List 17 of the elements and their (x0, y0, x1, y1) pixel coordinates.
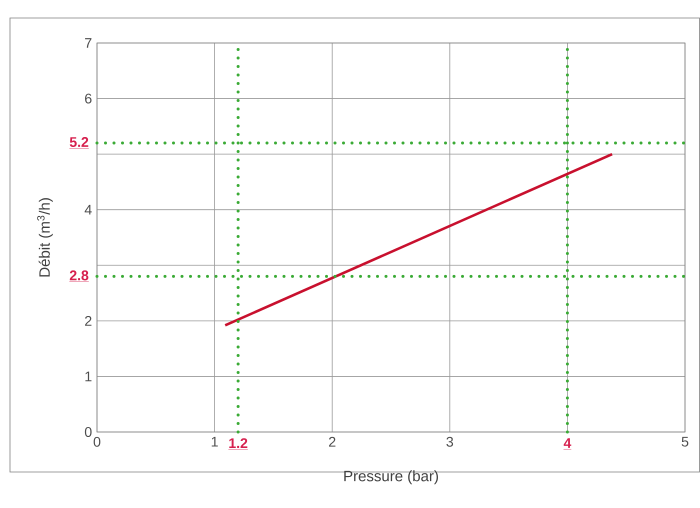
y-tick-label: 6 (85, 94, 92, 104)
x-tick-label: 1 (212, 436, 218, 446)
y-tick-label: 1 (85, 372, 92, 382)
y-axis-title: Débit (m$^{3}$/h) (37, 198, 53, 277)
ref-line-label: 4 (564, 438, 572, 448)
x-tick-label: 5 (682, 436, 688, 447)
y-tick-label: 4 (84, 204, 92, 215)
ref-line-label: 1.2 (229, 438, 248, 448)
x-tick-label: 0 (94, 436, 100, 447)
ref-line-label: 5.2 (70, 137, 88, 147)
x-tick-label: 2 (329, 436, 336, 447)
x-tick-label: 3 (446, 436, 454, 447)
y-tick-label: 7 (85, 38, 92, 48)
ref-line-label: 2.8 (70, 270, 88, 280)
y-tick-label: 0 (84, 427, 92, 437)
x-axis-title: Pressure (bar) (344, 470, 438, 484)
y-tick-label: 2 (85, 316, 92, 326)
